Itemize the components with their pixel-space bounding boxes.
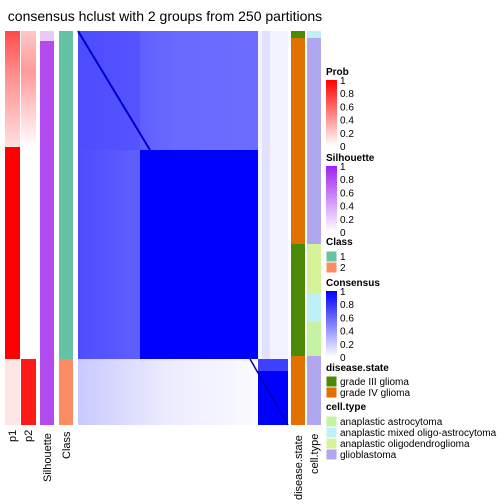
legend-disease-state: disease.state grade III glioma grade IV …: [325, 363, 410, 399]
legend-label-class-2: 2: [340, 263, 346, 274]
legend-swatch-mixed-oligo: [325, 426, 338, 439]
legend-label-oligodendroglioma: anaplastic oligodendroglioma: [340, 439, 470, 450]
legend-tick-label-prob: 1: [340, 76, 346, 87]
annotation-cell-type: [307, 31, 321, 425]
legend-class: Class 1 2: [325, 237, 353, 274]
legend-colorbar-silhouette: [326, 166, 337, 232]
legend-swatch-class-2: [325, 261, 338, 274]
legend-label-grade-iii: grade III glioma: [340, 377, 409, 388]
legend-title-consensus: Consensus: [326, 278, 380, 289]
legend-tick-label-consensus: 0.2: [340, 340, 354, 351]
annotation-class: [59, 31, 73, 425]
legend-tick-label-silhouette: 0: [340, 228, 346, 239]
legend-tick-label-consensus: 0.4: [340, 327, 354, 338]
annotation-disease-state: [291, 31, 305, 425]
legend-tick-label-prob: 0.6: [340, 102, 354, 113]
legend-tick-label-silhouette: 0.2: [340, 215, 354, 226]
legend-tick-label-silhouette: 0.6: [340, 188, 354, 199]
legend-silhouette: Silhouette 1 0.8 0.6 0.4 0.2 0: [326, 153, 375, 239]
axis-label-class: Class: [61, 431, 73, 459]
legend-prob: Prob 1 0.8 0.6 0.4 0.2 0: [326, 67, 354, 153]
legend-swatch-oligodendroglioma: [325, 437, 338, 450]
legend-label-grade-iv: grade IV glioma: [340, 388, 410, 399]
consensus-matrix: [77, 30, 289, 426]
legend-label-astrocytoma: anaplastic astrocytoma: [340, 417, 443, 428]
annotation-silhouette: [40, 31, 54, 425]
legend-tick-label-consensus: 0.8: [340, 300, 354, 311]
legend-tick-label-prob: 0.8: [340, 89, 354, 100]
legend-title-class: Class: [326, 237, 353, 248]
axis-label-disease-state: disease.state: [293, 435, 305, 500]
legend-swatch-glioblastoma: [325, 448, 338, 461]
legend-colorbar-consensus: [326, 291, 337, 357]
legend-title-cell-type: cell.type: [326, 402, 366, 413]
annotation-p2: [21, 31, 36, 425]
axis-label-cell-type: cell.type: [309, 434, 321, 474]
legend-swatch-grade-iii: [325, 375, 338, 388]
legend-tick-label-prob: 0: [340, 142, 346, 153]
legend-tick-label-prob: 0.2: [340, 129, 354, 140]
legend-tick-label-silhouette: 0.8: [340, 175, 354, 186]
legend-title-silhouette: Silhouette: [326, 153, 375, 164]
legend-tick-label-consensus: 0.6: [340, 313, 354, 324]
legend-tick-label-consensus: 1: [340, 287, 346, 298]
legend-colorbar-prob: [326, 80, 337, 146]
legend-tick-label-consensus: 0: [340, 353, 346, 364]
legend-swatch-grade-iv: [325, 386, 338, 399]
legend-tick-label-silhouette: 0.4: [340, 202, 354, 213]
annotation-p1: [5, 31, 20, 425]
legend-title-disease-state: disease.state: [326, 363, 389, 374]
axis-label-silhouette: Silhouette: [42, 433, 54, 482]
legend-consensus: Consensus 1 0.8 0.6 0.4 0.2 0: [326, 278, 380, 364]
axis-label-p1: p1: [7, 430, 19, 442]
legend-tick-label-silhouette: 1: [340, 162, 346, 173]
legend-label-mixed-oligo: anaplastic mixed oligo-astrocytoma: [340, 428, 497, 439]
legend-cell-type: cell.type anaplastic astrocytoma anaplas…: [325, 402, 497, 461]
legend-tick-label-prob: 0.4: [340, 116, 354, 127]
legend-title-prob: Prob: [326, 67, 349, 78]
legend-label-class-1: 1: [340, 252, 346, 263]
legend-label-glioblastoma: glioblastoma: [340, 450, 397, 461]
legend-swatch-class-1: [325, 250, 338, 263]
axis-label-p2: p2: [23, 430, 35, 442]
page-title: consensus hclust with 2 groups from 250 …: [7, 8, 323, 24]
legend-swatch-astrocytoma: [325, 415, 338, 428]
